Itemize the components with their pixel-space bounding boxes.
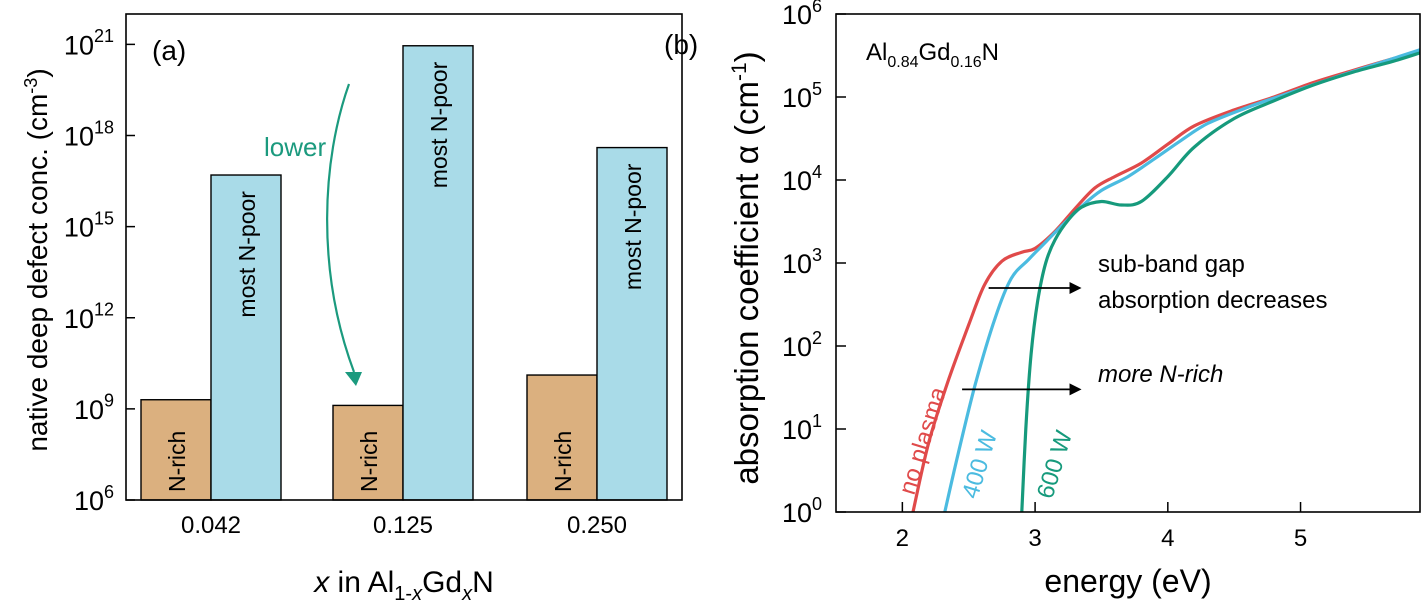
b-plot-frame	[835, 13, 1421, 513]
a-x-label-sub1: 1-	[394, 583, 412, 605]
sub-band-gap-annotation: sub-band gap absorption decreases	[1098, 251, 1327, 314]
b-x-tick-label-5: 5	[1294, 525, 1307, 552]
a-y-ticks-group: 106 109 1012 1015 1018 1021	[64, 26, 135, 516]
series-label-400w: 400 W	[957, 427, 1003, 502]
bar-n-poor-0_042	[210, 174, 282, 501]
a-plot-frame	[125, 13, 683, 501]
panel-b-line-chart: 100 101 102 103 104 105 106 2 3 4 5 (b) Al0.84Gd0…	[664, 0, 1421, 599]
a-x-tick-label-0_250: 0.250	[567, 512, 627, 539]
b-y-tick-label-6: 106	[782, 0, 822, 30]
b-y-tick-label-1: 101	[782, 411, 822, 445]
bar-n-poor-0_250	[596, 146, 668, 501]
b-inset-al-sub: 0.84	[887, 54, 918, 71]
lower-curved-arrow	[326, 83, 356, 373]
annotation-arrow-head-1	[1069, 383, 1082, 396]
bar-n-poor-0_125	[402, 45, 474, 501]
a-x-tick-label-0_125: 0.125	[373, 512, 433, 539]
bar-label-n-rich-0_125: N-rich	[356, 431, 382, 492]
series-label-no-plasma: no plasma	[894, 383, 952, 497]
bar-label-n-poor-0_125: most N-poor	[426, 61, 452, 188]
a-y-tick-label-18: 1018	[64, 117, 114, 151]
b-y-axis-label-main: absorption coefficient α (cm	[728, 81, 765, 485]
bar-label-n-poor-0_250: most N-poor	[620, 163, 646, 290]
b-x-tick-label-4: 4	[1161, 525, 1174, 552]
lower-annotation: lower	[264, 132, 326, 162]
a-x-label-in-al: in Al	[329, 566, 394, 599]
series-label-600w: 600 W	[1032, 427, 1078, 502]
b-y-tick-label-3: 103	[782, 245, 822, 279]
b-y-axis-label-close: )	[728, 51, 765, 62]
a-y-axis-label-main: native deep defect conc. (cm	[22, 94, 53, 452]
annotation-arrow-head-0	[1069, 281, 1082, 294]
sub-band-gap-line2: absorption decreases	[1098, 287, 1327, 314]
a-x-label-n: N	[472, 566, 494, 599]
b-y-ticks-group: 100 101 102 103 104 105 106	[782, 0, 846, 528]
series-line-600-w	[1020, 51, 1421, 513]
sub-band-gap-line1: sub-band gap	[1098, 251, 1245, 278]
a-y-axis-label-close: )	[22, 68, 53, 77]
bar-label-n-rich-0_250: N-rich	[550, 431, 576, 492]
b-y-tick-label-2: 102	[782, 328, 822, 362]
b-y-tick-label-5: 105	[782, 79, 822, 113]
bar-n-rich-0_042	[140, 399, 212, 501]
b-annotations-group	[962, 281, 1082, 396]
series-line-400-w	[943, 48, 1421, 513]
b-inset-al: Al	[866, 39, 887, 66]
b-panel-label: (b)	[664, 29, 698, 60]
a-y-tick-label-6: 106	[74, 482, 114, 516]
b-x-tick-label-3: 3	[1028, 525, 1041, 552]
a-y-axis-label-sup: -3	[21, 78, 41, 94]
b-y-axis-label: absorption coefficient α (cm-1)	[728, 51, 765, 484]
bar-label-n-poor-0_042: most N-poor	[234, 191, 260, 318]
b-series-group	[911, 48, 1421, 513]
b-inset-gd-sub: 0.16	[951, 54, 982, 71]
a-panel-label: (a)	[152, 35, 186, 66]
b-inset-gd: Gd	[918, 39, 950, 66]
a-x-tick-label-0_042: 0.042	[181, 512, 241, 539]
a-bars-group: N-rich most N-poor N-rich most N-poor N-rich…	[140, 45, 668, 501]
b-x-ticks-group: 2 3 4 5	[896, 502, 1307, 552]
more-n-rich-annotation: more N-rich	[1098, 361, 1223, 388]
b-inset-n: N	[982, 39, 999, 66]
a-x-label-sub2: x	[461, 583, 473, 605]
a-x-label-x: x	[312, 566, 330, 599]
a-y-axis-label: native deep defect conc. (cm-3)	[21, 68, 53, 451]
bar-n-rich-0_125	[332, 404, 404, 501]
b-inset-label: Al0.84Gd0.16N	[866, 39, 999, 71]
lower-arrow-head	[345, 372, 362, 386]
b-x-axis-label: energy (eV)	[1044, 563, 1211, 599]
series-line-no-plasma	[911, 50, 1421, 513]
a-x-axis-label: x in Al1-xGdxN	[312, 566, 494, 605]
a-y-tick-label-9: 109	[74, 391, 114, 425]
bar-label-n-rich-0_042: N-rich	[164, 431, 190, 492]
a-x-label-gd: Gd	[422, 566, 462, 599]
b-y-axis-label-sup: -1	[728, 62, 751, 81]
b-y-tick-label-0: 100	[782, 494, 822, 528]
a-y-tick-label-12: 1012	[64, 300, 114, 334]
a-y-tick-label-15: 1015	[64, 208, 114, 242]
a-x-label-sub1-x: x	[411, 583, 423, 605]
a-y-tick-label-21: 1021	[64, 26, 114, 60]
b-y-tick-label-4: 104	[782, 162, 822, 196]
panel-a-bar-chart: N-rich most N-poor N-rich most N-poor N-rich…	[21, 13, 683, 605]
b-x-tick-label-2: 2	[896, 525, 909, 552]
a-x-ticks-group: 0.042 0.125 0.250	[181, 512, 627, 539]
